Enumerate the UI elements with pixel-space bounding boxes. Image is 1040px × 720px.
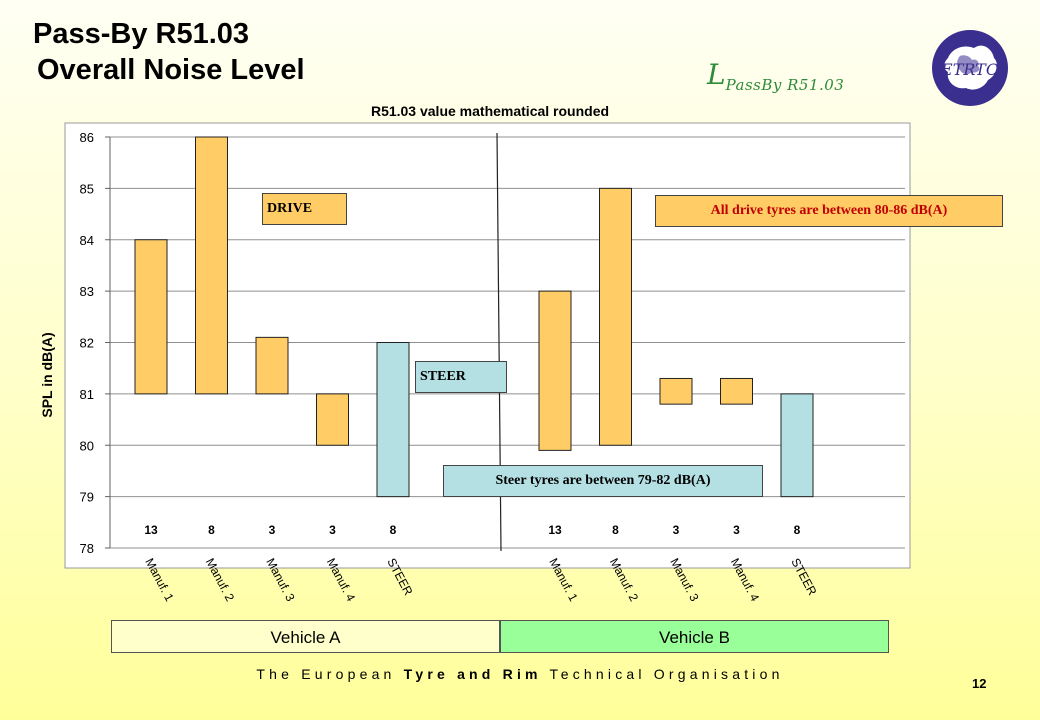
bar [599, 187, 632, 446]
footer-bold: Tyre and Rim [403, 666, 542, 682]
count-label: 3 [269, 523, 276, 537]
bar [538, 290, 572, 451]
count-label: 8 [794, 523, 801, 537]
plot-area [64, 122, 911, 569]
page-subtitle: Overall Noise Level [37, 54, 305, 86]
bar [255, 336, 289, 395]
count-label: 3 [733, 523, 740, 537]
page-number: 12 [972, 676, 987, 691]
y-axis-label: SPL in dB(A) [39, 332, 55, 417]
y-tick-label: 79 [80, 490, 94, 505]
count-label: 3 [673, 523, 680, 537]
bar [195, 136, 228, 395]
steer-label: STEER [415, 361, 507, 393]
formula-label: LPassBy R51.03 [707, 58, 845, 94]
formula-main: L [707, 58, 726, 91]
bar [134, 239, 168, 395]
etrto-logo: ETRTO [932, 30, 1008, 106]
vehicle-a-band: Vehicle A [111, 620, 500, 653]
footer-organisation: The European Tyre and Rim Technical Orga… [0, 666, 1040, 682]
bar [376, 342, 410, 498]
bar [720, 377, 753, 405]
chart-title: R51.03 value mathematical rounded [370, 103, 610, 119]
logo-text: ETRTO [940, 60, 999, 79]
bar [659, 377, 693, 405]
drive-range-note: All drive tyres are between 80-86 dB(A) [655, 195, 1003, 227]
drive-label: DRIVE [262, 193, 347, 225]
bar [780, 393, 814, 498]
y-tick-label: 85 [80, 181, 94, 196]
count-label: 13 [144, 523, 158, 537]
y-tick-label: 80 [80, 438, 94, 453]
y-tick-label: 83 [80, 284, 94, 299]
y-tick-label: 81 [80, 387, 94, 402]
steer-range-note: Steer tyres are between 79-82 dB(A) [443, 465, 763, 497]
count-label: 8 [612, 523, 619, 537]
bar [316, 393, 349, 446]
count-label: 8 [208, 523, 215, 537]
footer-suffix: Technical Organisation [541, 666, 784, 682]
vehicle-b-band: Vehicle B [500, 620, 889, 653]
count-label: 8 [390, 523, 397, 537]
count-label: 13 [548, 523, 562, 537]
y-tick-label: 78 [80, 541, 94, 556]
y-tick-label: 86 [80, 130, 94, 145]
count-label: 3 [329, 523, 336, 537]
formula-subscript: PassBy R51.03 [725, 76, 845, 94]
footer-prefix: The European [256, 666, 404, 682]
page-title: Pass-By R51.03 [33, 18, 250, 50]
y-tick-label: 84 [80, 233, 94, 248]
y-tick-label: 82 [80, 336, 94, 351]
